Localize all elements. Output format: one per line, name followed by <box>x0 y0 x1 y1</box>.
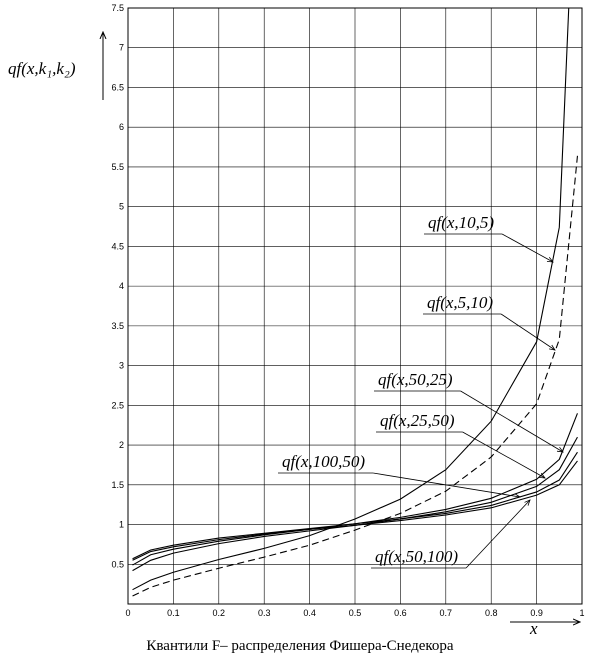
x-tick-label: 0.8 <box>485 608 498 618</box>
label-arrow <box>462 431 545 478</box>
y-tick-label: 0.5 <box>111 559 124 569</box>
series-label: qf(x,100,50) <box>282 452 365 471</box>
x-tick-label: 0.7 <box>440 608 453 618</box>
series-line <box>132 460 578 561</box>
x-tick-label: 0.9 <box>530 608 543 618</box>
y-tick-label: 7.5 <box>111 3 124 13</box>
x-tick-label: 0.5 <box>349 608 362 618</box>
y-axis-label: qf(x,k₁,k₂) <box>8 59 76 78</box>
y-tick-label: 3 <box>119 361 124 371</box>
chart-title: Квантили F– распределения Фишера-Снедеко… <box>146 638 453 654</box>
y-tick-label: 6.5 <box>111 82 124 92</box>
label-arrow <box>460 390 563 452</box>
x-tick-label: 0 <box>125 608 130 618</box>
y-tick-label: 3.5 <box>111 321 124 331</box>
series-label: qf(x,50,100) <box>375 547 458 566</box>
series-line <box>132 451 578 560</box>
y-tick-label: 7 <box>119 43 124 53</box>
y-tick-label: 2.5 <box>111 400 124 410</box>
series-line <box>132 8 570 591</box>
y-tick-label: 5 <box>119 202 124 212</box>
x-tick-label: 0.1 <box>167 608 180 618</box>
x-tick-label: 0.4 <box>303 608 316 618</box>
series-line <box>132 155 579 597</box>
x-tick-label: 0.2 <box>213 608 226 618</box>
x-tick-label: 0.3 <box>258 608 271 618</box>
y-tick-label: 4 <box>119 281 124 291</box>
y-tick-label: 4.5 <box>111 241 124 251</box>
label-arrow <box>373 472 520 497</box>
series-label: qf(x,10,5) <box>428 213 494 232</box>
series-label: qf(x,5,10) <box>427 293 493 312</box>
y-tick-label: 6 <box>119 122 124 132</box>
label-arrow <box>501 233 553 262</box>
y-tick-label: 2 <box>119 440 124 450</box>
x-tick-label: 0.6 <box>394 608 407 618</box>
y-tick-label: 5.5 <box>111 162 124 172</box>
y-tick-label: 1 <box>119 520 124 530</box>
x-axis-label: x <box>529 619 538 638</box>
label-arrow <box>500 313 555 350</box>
label-arrow <box>465 500 530 569</box>
x-tick-label: 1 <box>579 608 584 618</box>
series-label: qf(x,25,50) <box>380 411 455 430</box>
series-label: qf(x,50,25) <box>378 370 453 389</box>
y-tick-label: 1.5 <box>111 480 124 490</box>
